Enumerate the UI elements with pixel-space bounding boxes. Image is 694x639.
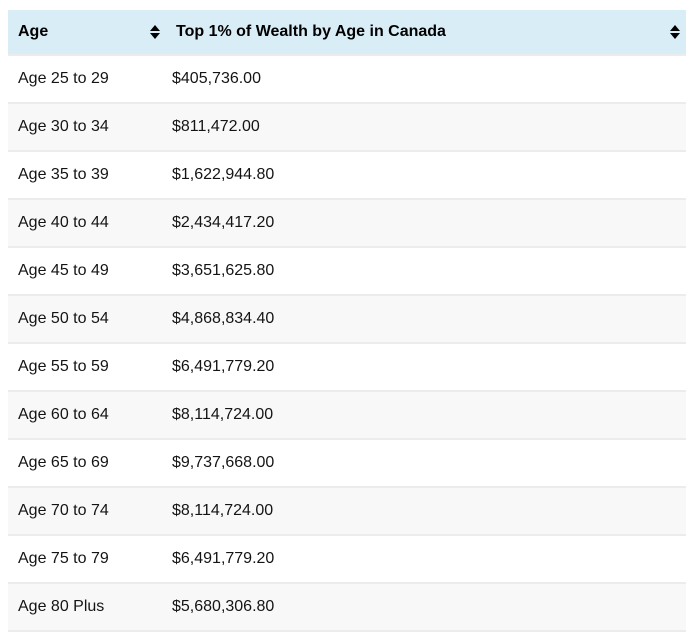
column-header-age-label: Age — [18, 23, 49, 40]
wealth-cell: $4,868,834.40 — [172, 310, 275, 327]
age-cell: Age 70 to 74 — [18, 502, 109, 519]
age-cell: Age 55 to 59 — [18, 358, 109, 375]
wealth-cell: $2,434,417.20 — [172, 214, 275, 231]
age-cell: Age 50 to 54 — [18, 310, 109, 327]
wealth-cell: $6,491,779.20 — [172, 550, 275, 567]
wealth-cell: $6,491,779.20 — [172, 358, 275, 375]
table-row: Age 70 to 74 $8,114,724.00 — [8, 487, 686, 535]
table-row: Age 55 to 59 $6,491,779.20 — [8, 343, 686, 391]
table-row: Age 40 to 44 $2,434,417.20 — [8, 199, 686, 247]
wealth-by-age-table: Age Top 1% of Wealth by Age in Canada Ag… — [8, 10, 686, 632]
wealth-cell: $1,622,944.80 — [172, 166, 275, 183]
table-row: Age 50 to 54 $4,868,834.40 — [8, 295, 686, 343]
header-row: Age Top 1% of Wealth by Age in Canada — [8, 10, 686, 55]
table-header: Age Top 1% of Wealth by Age in Canada — [8, 10, 686, 55]
table-row: Age 35 to 39 $1,622,944.80 — [8, 151, 686, 199]
age-cell: Age 75 to 79 — [18, 550, 109, 567]
table-body: Age 25 to 29 $405,736.00 Age 30 to 34 $811,… — [8, 55, 686, 631]
column-header-age[interactable]: Age — [8, 10, 166, 55]
age-cell: Age 45 to 49 — [18, 262, 109, 279]
sort-both-icon[interactable] — [670, 25, 680, 39]
sort-both-icon[interactable] — [150, 25, 160, 39]
wealth-cell: $9,737,668.00 — [172, 454, 275, 471]
wealth-cell: $8,114,724.00 — [172, 406, 274, 423]
table-row: Age 80 Plus $5,680,306.80 — [8, 583, 686, 631]
table-row: Age 75 to 79 $6,491,779.20 — [8, 535, 686, 583]
table-row: Age 30 to 34 $811,472.00 — [8, 103, 686, 151]
table-row: Age 65 to 69 $9,737,668.00 — [8, 439, 686, 487]
column-header-wealth[interactable]: Top 1% of Wealth by Age in Canada — [166, 10, 686, 55]
age-cell: Age 40 to 44 — [18, 214, 109, 231]
age-cell: Age 80 Plus — [18, 598, 105, 615]
wealth-cell: $5,680,306.80 — [172, 598, 275, 615]
table-row: Age 45 to 49 $3,651,625.80 — [8, 247, 686, 295]
table-row: Age 25 to 29 $405,736.00 — [8, 55, 686, 103]
wealth-cell: $405,736.00 — [172, 70, 261, 87]
age-cell: Age 35 to 39 — [18, 166, 109, 183]
age-cell: Age 60 to 64 — [18, 406, 109, 423]
age-cell: Age 25 to 29 — [18, 70, 109, 87]
age-cell: Age 65 to 69 — [18, 454, 109, 471]
wealth-cell: $8,114,724.00 — [172, 502, 274, 519]
wealth-cell: $811,472.00 — [172, 118, 260, 135]
age-cell: Age 30 to 34 — [18, 118, 109, 135]
wealth-cell: $3,651,625.80 — [172, 262, 275, 279]
column-header-wealth-label: Top 1% of Wealth by Age in Canada — [176, 23, 446, 40]
table-row: Age 60 to 64 $8,114,724.00 — [8, 391, 686, 439]
